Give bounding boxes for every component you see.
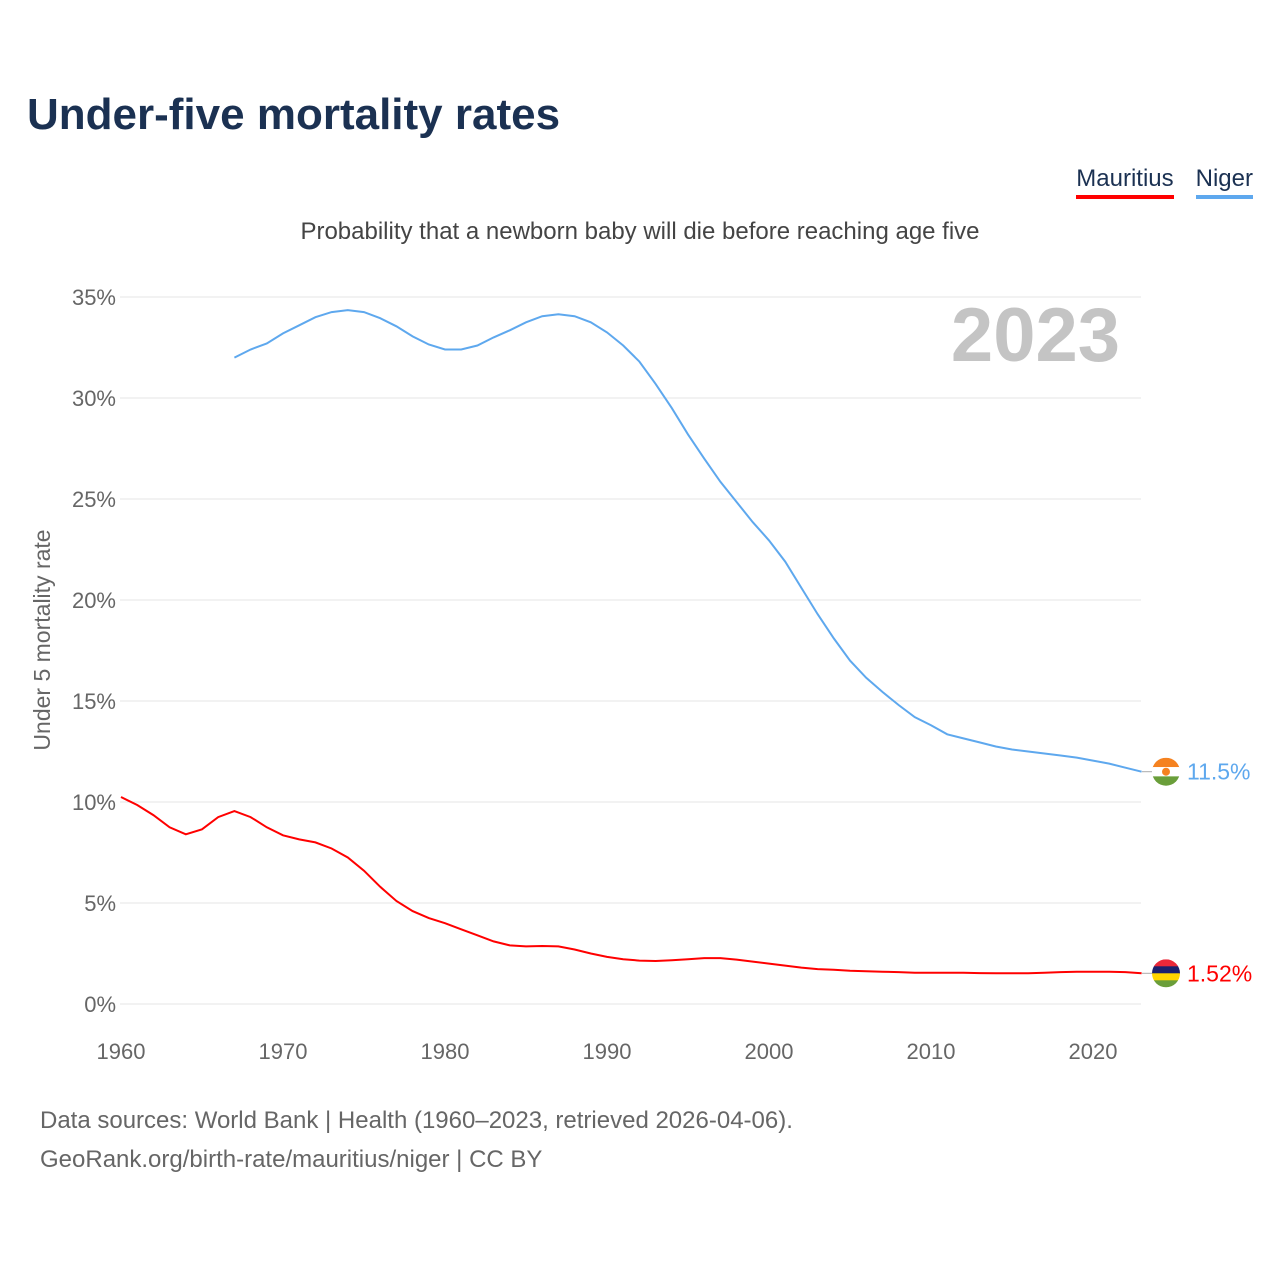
- year-label: 2023: [951, 293, 1120, 378]
- x-tick-label: 1990: [583, 1039, 632, 1064]
- x-tick-label: 2000: [745, 1039, 794, 1064]
- legend-item-mauritius[interactable]: Mauritius: [1076, 165, 1174, 199]
- mauritius-flag-icon: [1152, 959, 1180, 988]
- y-axis-label: Under 5 mortality rate: [29, 529, 55, 750]
- footer-sources: Data sources: World Bank | Health (1960–…: [40, 1107, 793, 1134]
- x-tick-label: 1960: [97, 1039, 146, 1064]
- x-tick-label: 1980: [421, 1039, 470, 1064]
- y-tick-label: 0%: [84, 992, 116, 1017]
- end-value-label: 1.52%: [1187, 960, 1252, 986]
- y-tick-label: 5%: [84, 891, 116, 916]
- x-tick-label: 1970: [259, 1039, 308, 1064]
- series-line-mauritius: [120, 796, 1142, 975]
- x-tick-label: 2020: [1069, 1039, 1118, 1064]
- y-tick-label: 15%: [72, 689, 116, 714]
- chart-subtitle: Probability that a newborn baby will die…: [300, 218, 980, 245]
- x-tick-label: 2010: [907, 1039, 956, 1064]
- niger-flag-icon: [1152, 757, 1180, 786]
- chart-title: Under-five mortality rates: [27, 90, 561, 139]
- y-tick-label: 10%: [72, 790, 116, 815]
- legend-item-niger[interactable]: Niger: [1195, 165, 1253, 199]
- y-tick-label: 25%: [72, 487, 116, 512]
- y-tick-label: 20%: [72, 588, 116, 613]
- y-tick-label: 30%: [72, 386, 116, 411]
- y-tick-label: 35%: [72, 285, 116, 310]
- legend: Mauritius Niger: [1076, 165, 1253, 199]
- series-line-niger: [233, 309, 1142, 773]
- footer-link[interactable]: GeoRank.org/birth-rate/mauritius/niger |…: [40, 1146, 543, 1173]
- end-value-label: 11.5%: [1187, 759, 1251, 785]
